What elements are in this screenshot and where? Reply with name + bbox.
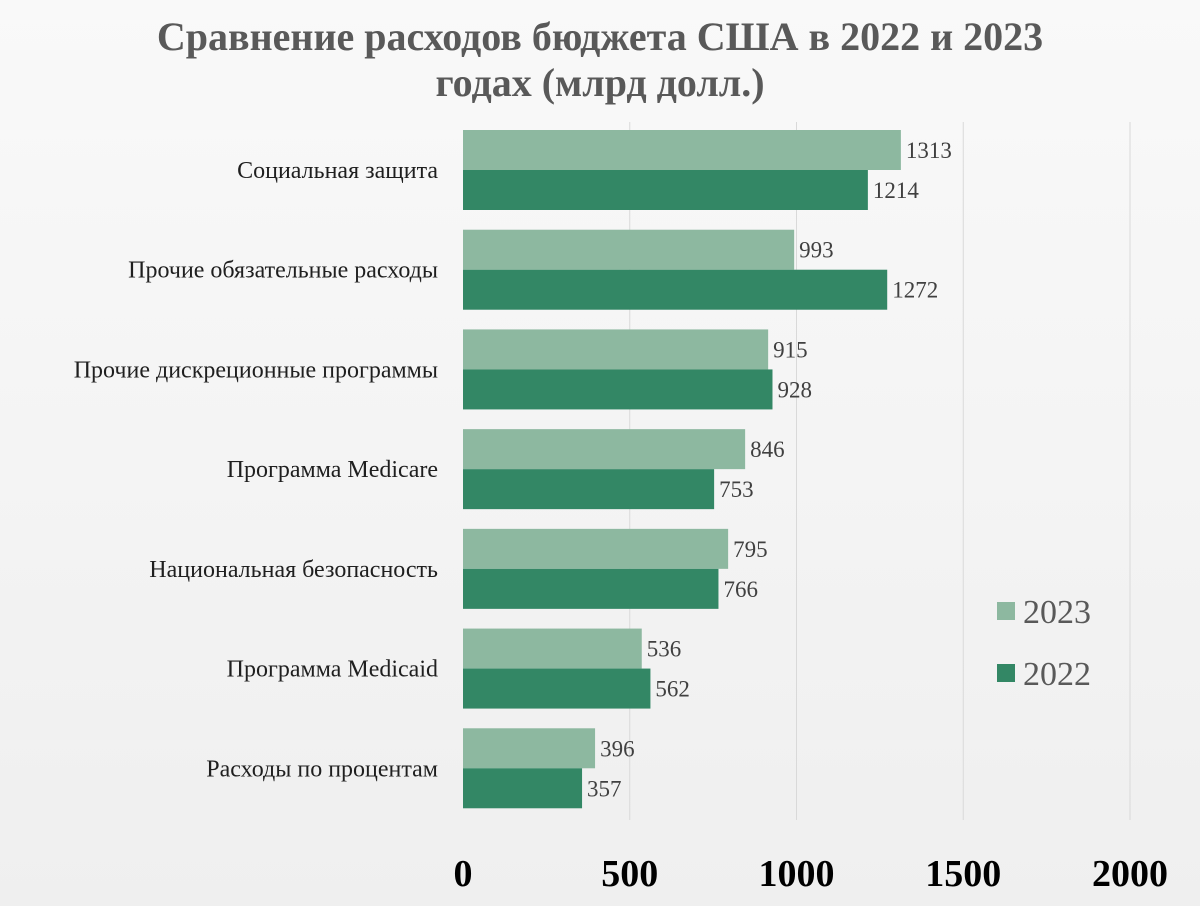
legend-swatch-2023 [997, 602, 1015, 620]
data-label-2023-4: 795 [733, 537, 768, 562]
category-label-2: Прочие дискреционные программы [74, 357, 438, 383]
x-tick-label-4: 2000 [1092, 853, 1168, 895]
data-label-2023-3: 846 [750, 437, 785, 462]
data-label-2022-4: 766 [723, 577, 758, 602]
data-label-2023-1: 993 [799, 238, 834, 263]
legend-swatch-2022 [997, 664, 1015, 682]
data-label-2023-6: 396 [600, 736, 635, 761]
bar-2022-2 [463, 369, 773, 410]
data-label-2023-0: 1313 [906, 138, 952, 163]
category-label-6: Расходы по процентам [206, 756, 438, 782]
legend-label-2022: 2022 [1023, 656, 1091, 693]
category-label-5: Программа Medicaid [227, 657, 438, 683]
data-label-2022-3: 753 [719, 477, 754, 502]
data-label-2023-2: 915 [773, 337, 808, 362]
x-tick-label-3: 1500 [925, 853, 1001, 895]
bar-2022-5 [463, 668, 651, 709]
data-label-2022-2: 928 [777, 377, 812, 402]
category-label-1: Прочие обязательные расходы [128, 258, 438, 284]
bar-2022-4 [463, 568, 719, 609]
bar-2023-5 [463, 628, 642, 669]
bar-2023-0 [463, 130, 901, 170]
bar-2022-3 [463, 469, 715, 510]
bar-2023-2 [463, 329, 769, 370]
category-label-3: Программа Medicare [227, 457, 438, 483]
category-label-0: Социальная защита [237, 158, 438, 184]
x-tick-label-2: 1000 [759, 853, 835, 895]
x-tick-label-0: 0 [454, 853, 473, 895]
data-label-2023-5: 536 [647, 637, 682, 662]
bar-2023-1 [463, 229, 795, 270]
data-label-2022-6: 357 [587, 776, 622, 801]
data-label-2022-5: 562 [655, 677, 690, 702]
bar-2022-0 [463, 170, 868, 210]
x-tick-label-1: 500 [601, 853, 658, 895]
data-label-2022-0: 1214 [873, 178, 920, 203]
bar-2023-3 [463, 429, 746, 470]
bar-2023-6 [463, 728, 596, 769]
bar-2022-1 [463, 269, 888, 310]
chart-title-line-2: годах (млрд долл.) [435, 60, 765, 105]
category-label-4: Национальная безопасность [149, 557, 438, 583]
legend-label-2023: 2023 [1023, 594, 1091, 631]
bar-2023-4 [463, 528, 729, 569]
chart-title-line-1: Сравнение расходов бюджета США в 2022 и … [156, 14, 1044, 59]
chart-title: Сравнение расходов бюджета США в 2022 и … [0, 14, 1200, 106]
bar-2022-6 [463, 768, 583, 809]
data-label-2022-1: 1272 [892, 278, 938, 303]
